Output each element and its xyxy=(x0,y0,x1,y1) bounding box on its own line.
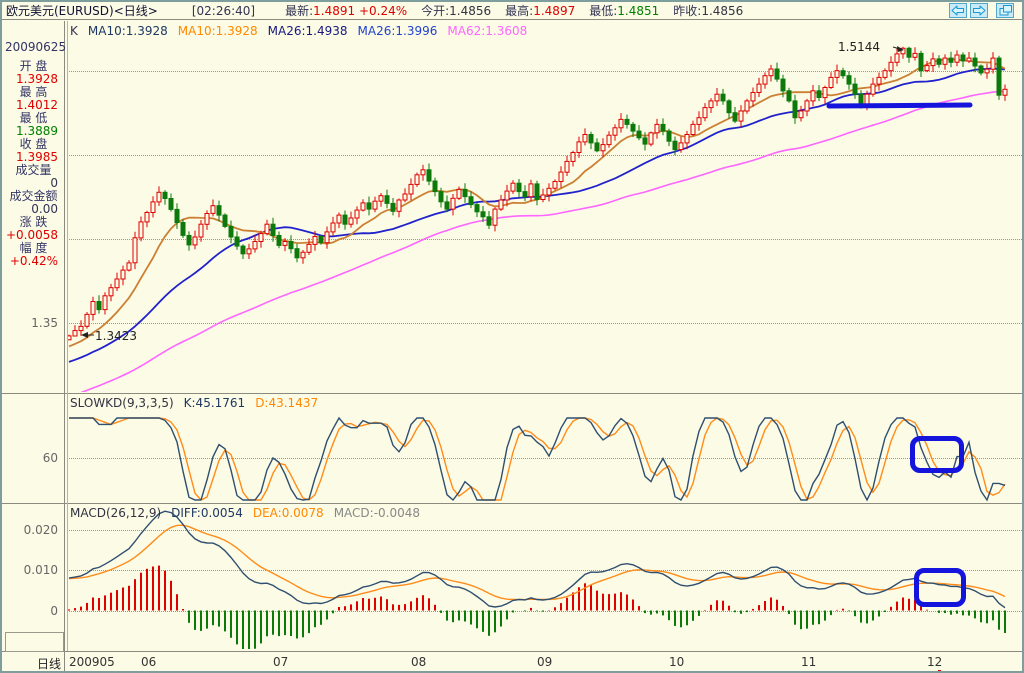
month-tick-label: 07 xyxy=(273,655,289,669)
gridline xyxy=(67,155,1022,156)
indicator-label: MA62:1.3608 xyxy=(447,24,528,38)
indicator-label: DEA:0.0078 xyxy=(252,506,324,520)
gridline xyxy=(67,458,1022,459)
indicator-label: SLOWKD(9,3,3,5) xyxy=(70,396,174,410)
quote-row-label: 成交量 xyxy=(15,163,52,177)
quote-row-label: 涨 跌 xyxy=(19,215,48,229)
quote-row-value: 0 xyxy=(50,176,58,190)
window-toolbar xyxy=(949,3,1014,18)
quote-row-label: 收 盘 xyxy=(19,137,48,151)
title-bar: 欧元美元(EURUSD)<日线> [02:26:40] 最新:1.4891 +0… xyxy=(2,2,1022,20)
quote-field-value: 1.4891 +0.24% xyxy=(313,4,408,18)
month-tick-label: 10 xyxy=(669,655,685,669)
indicator-label: MACD(26,12,9) xyxy=(70,506,162,520)
quote-date: 20090625 xyxy=(5,40,67,54)
quote-field-label: 最低: xyxy=(589,4,618,18)
pane-divider xyxy=(2,503,1022,504)
price-axis-label: 1.35 xyxy=(31,316,58,330)
quote-row-label: 成交金额 xyxy=(9,189,58,203)
quote-field-label: 最新: xyxy=(285,4,314,18)
macd-axis-label: 0.020 xyxy=(23,522,58,537)
macd-axis-label: 0.010 xyxy=(23,563,58,577)
slowkd-chart[interactable] xyxy=(67,394,1023,502)
pane-divider xyxy=(2,393,1022,394)
quote-row-value: 1.3985 xyxy=(16,150,58,164)
macd-chart[interactable] xyxy=(67,504,1023,650)
indicator-label: MA10:1.3928 xyxy=(87,24,168,38)
quote-field-label: 今开: xyxy=(421,4,450,18)
quote-rows: 开 盘 1.3928 最 高 1.4012 最 低 1.3889 收 盘 1.3985 成交量 0… xyxy=(4,60,63,268)
quote-row-label: 最 高 xyxy=(19,85,48,99)
quote-field-label: 昨收: xyxy=(673,4,702,18)
indicator-label: DIFF:0.0054 xyxy=(171,506,243,520)
quote-row-value: 0.00 xyxy=(31,202,58,216)
indicator-label: D:43.1437 xyxy=(255,396,319,410)
quote-field-value: 1.4851 xyxy=(617,4,660,18)
drawn-highlight-rect[interactable] xyxy=(910,436,964,473)
red-tick-mark xyxy=(938,670,941,671)
quote-row-value: 1.3928 xyxy=(16,72,58,86)
cascade-windows-icon xyxy=(999,5,1012,16)
gridline xyxy=(67,570,1022,571)
pane-divider xyxy=(2,651,1022,652)
forward-arrow-button[interactable] xyxy=(970,3,988,18)
ma-overlay-labels: K MA10:1.3928 MA10:1.3928 MA26:1.4938 MA26:1… xyxy=(70,24,537,38)
month-tick-label: 200905 xyxy=(69,655,115,669)
gridline xyxy=(67,71,1022,72)
quote-row-label: 开 盘 xyxy=(19,59,48,73)
month-tick-label: 06 xyxy=(141,655,157,669)
clock: [02:26:40] xyxy=(191,3,256,18)
back-arrow-icon xyxy=(951,5,964,16)
quote-strip: 最新:1.4891 +0.24% 今开:1.4856 最高:1.4897 最低:1.4… xyxy=(271,2,743,19)
quote-field-value: 1.4856 xyxy=(449,4,492,18)
quote-row-value: +0.0058 xyxy=(5,228,58,242)
month-tick-label: 11 xyxy=(801,655,817,669)
period-label: 日线 xyxy=(36,657,61,671)
gridline xyxy=(67,530,1022,531)
time-axis: 日线 200905 06 07 08 09 10 11 12 xyxy=(2,652,1022,671)
forward-arrow-icon xyxy=(973,5,986,16)
quote-row-label: 最 低 xyxy=(19,111,48,125)
quote-row-value: 1.3889 xyxy=(16,124,58,138)
plot-left-border xyxy=(67,21,68,651)
macd-labels: MACD(26,12,9) DIFF:0.0054 DEA:0.0078 MACD:-… xyxy=(70,506,430,520)
symbol-title: 欧元美元(EURUSD)<日线> xyxy=(6,4,158,18)
month-tick-label: 08 xyxy=(411,655,427,669)
quote-row-value: 1.4012 xyxy=(16,98,58,112)
candlestick-chart[interactable] xyxy=(67,21,1023,392)
cascade-windows-button[interactable] xyxy=(996,3,1014,18)
quote-row-value: +0.42% xyxy=(9,254,58,268)
sidebar-divider xyxy=(64,21,65,671)
indicator-label: K:45.1761 xyxy=(183,396,246,410)
macd-axis-label: 0 xyxy=(50,603,58,618)
slowkd-labels: SLOWKD(9,3,3,5) K:45.1761 D:43.1437 xyxy=(70,396,328,410)
back-arrow-button[interactable] xyxy=(949,3,967,18)
quote-field-value: 1.4856 xyxy=(701,4,744,18)
sidebar-bottom-box xyxy=(5,632,64,652)
quote-field-label: 最高: xyxy=(505,4,534,18)
indicator-label: MA10:1.3928 xyxy=(177,24,258,38)
gridline xyxy=(67,239,1022,240)
indicator-label: MA26:1.4938 xyxy=(267,24,348,38)
indicator-label: K xyxy=(70,24,78,38)
drawn-highlight-rect[interactable] xyxy=(914,568,966,607)
kd-axis-label: 60 xyxy=(42,451,58,465)
quote-field-value: 1.4897 xyxy=(533,4,576,18)
gridline xyxy=(67,611,1022,612)
high-price-annotation: 1.5144 xyxy=(838,40,880,54)
indicator-label: MACD:-0.0048 xyxy=(333,506,421,520)
month-tick-label: 12 xyxy=(927,655,943,669)
indicator-label: MA26:1.3996 xyxy=(357,24,438,38)
low-price-annotation: 1.3423 xyxy=(95,329,137,343)
gridline xyxy=(67,323,1022,324)
month-tick-label: 09 xyxy=(537,655,553,669)
quote-row-label: 幅 度 xyxy=(19,241,48,255)
